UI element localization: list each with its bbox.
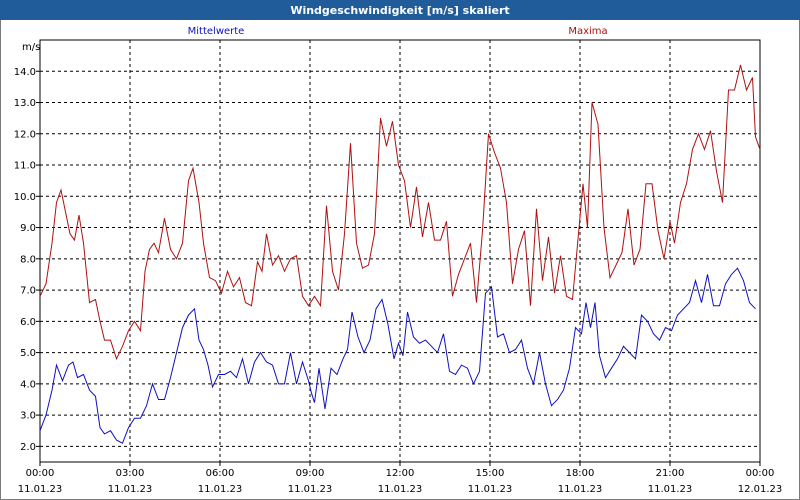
x-tick-date: 11.01.23 (288, 484, 333, 495)
x-tick-time: 18:00 (566, 468, 595, 479)
x-tick-date: 11.01.23 (18, 484, 63, 495)
x-tick-date: 11.01.23 (558, 484, 603, 495)
x-tick-date: 11.01.23 (648, 484, 693, 495)
x-tick-date: 11.01.23 (198, 484, 243, 495)
x-tick-time: 06:00 (206, 468, 235, 479)
mean-series-line (39, 267, 756, 444)
y-tick-label: 9.0 (20, 223, 36, 234)
x-tick-time: 21:00 (656, 468, 685, 479)
x-tick-date: 11.01.23 (468, 484, 513, 495)
y-tick-label: 5.0 (20, 348, 36, 359)
x-tick-time: 15:00 (476, 468, 505, 479)
x-tick-date: 11.01.23 (378, 484, 423, 495)
legend-mean: Mittelwerte (188, 26, 245, 37)
max-series-line (39, 64, 761, 361)
x-tick-time: 09:00 (296, 468, 325, 479)
y-tick-label: 6.0 (20, 317, 36, 328)
x-tick-date: 12.01.23 (738, 484, 783, 495)
y-tick-label: 14.0 (14, 67, 36, 78)
window-title: Windgeschwindigkeit [m/s] skaliert (0, 0, 800, 20)
y-tick-label: 7.0 (20, 286, 36, 297)
x-tick-time: 00:00 (26, 468, 55, 479)
y-tick-label: 8.0 (20, 254, 36, 265)
y-axis-unit: m/s (22, 42, 40, 53)
x-tick-time: 12:00 (386, 468, 415, 479)
y-tick-label: 2.0 (20, 442, 36, 453)
y-tick-label: 4.0 (20, 379, 36, 390)
y-tick-label: 11.0 (14, 161, 36, 172)
x-tick-time: 00:00 (746, 468, 775, 479)
legend-max: Maxima (568, 26, 607, 37)
y-tick-label: 3.0 (20, 411, 36, 422)
y-tick-label: 10.0 (14, 192, 36, 203)
x-tick-time: 03:00 (116, 468, 145, 479)
y-tick-label: 13.0 (14, 98, 36, 109)
x-tick-date: 11.01.23 (108, 484, 153, 495)
y-tick-label: 12.0 (14, 129, 36, 140)
